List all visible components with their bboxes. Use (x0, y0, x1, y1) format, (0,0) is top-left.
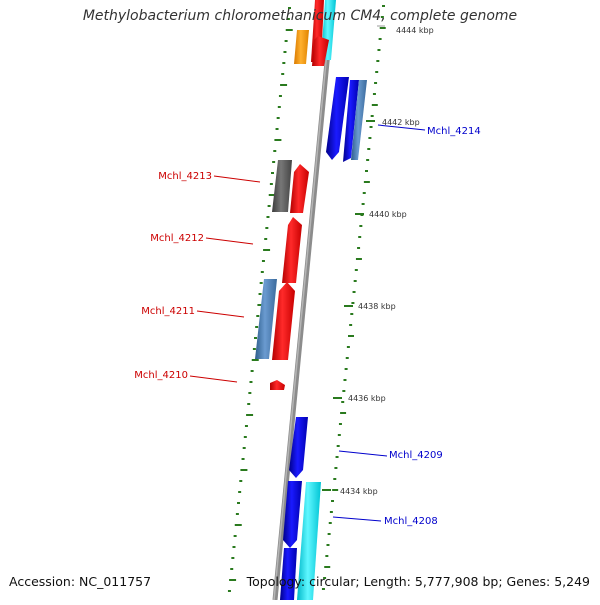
gene-arrow-mchl-4214-b[interactable] (343, 80, 359, 162)
gene-labels: Mchl_4214 Mchl_4213 Mchl_4212 Mchl_4211 … (134, 126, 480, 527)
gene-arrow-mchl-4212[interactable] (282, 217, 302, 283)
gene-arrow-mchl-4210[interactable] (270, 380, 285, 390)
map-title: Methylobacterium chloromethanicum CM4, c… (82, 8, 518, 24)
gene-arrow-mchl-4214-a[interactable] (326, 77, 349, 160)
scale-label: 4434 kbp (340, 487, 378, 496)
gene-arrow-orange[interactable] (294, 30, 309, 64)
gene-label-mchl-4213[interactable]: Mchl_4213 (158, 171, 212, 182)
gene-label-mchl-4214[interactable]: Mchl_4214 (427, 126, 481, 137)
gene-label-mchl-4211[interactable]: Mchl_4211 (141, 306, 195, 317)
leader-line-mchl-4210 (189, 375, 238, 383)
gene-arrow-blue-bottom[interactable] (280, 548, 297, 600)
genome-summary-text: Topology: circular; Length: 5,777,908 bp… (246, 574, 590, 589)
genome-backbone-highlight (273, 0, 333, 601)
gc-content-track (227, 5, 386, 592)
gene-arrow-mchl-4214-c[interactable] (351, 80, 367, 160)
scale-label: 4444 kbp (396, 26, 434, 35)
leader-line-mchl-4211 (196, 310, 245, 318)
gene-arrow-mchl-4211[interactable] (255, 279, 277, 359)
gene-arrow-red-upper[interactable] (312, 36, 329, 66)
accession-text: Accession: NC_011757 (9, 574, 152, 589)
gene-features (255, 0, 367, 600)
scale-label: 4442 kbp (382, 118, 420, 127)
gene-label-leaders (189, 124, 426, 522)
gene-label-mchl-4208[interactable]: Mchl_4208 (384, 516, 438, 527)
gene-label-mchl-4212[interactable]: Mchl_4212 (150, 233, 204, 244)
scale-label: 4438 kbp (358, 302, 396, 311)
leader-line-mchl-4214 (377, 124, 426, 131)
leader-line-mchl-4213 (213, 175, 261, 183)
leader-line-mchl-4208 (332, 516, 382, 522)
gene-arrow-mchl-4213[interactable] (272, 160, 292, 212)
gene-arrow-mchl-4208-cyan[interactable] (297, 482, 321, 600)
scale-ruler: 4444 kbp 4442 kbp 4440 kbp 4438 kbp 4436… (322, 25, 434, 496)
scale-label: 4436 kbp (348, 394, 386, 403)
gene-arrow-mchl-4211-b[interactable] (272, 282, 295, 360)
leader-line-mchl-4212 (205, 237, 254, 245)
gene-label-mchl-4210[interactable]: Mchl_4210 (134, 370, 188, 381)
gene-label-mchl-4209[interactable]: Mchl_4209 (389, 450, 443, 461)
gene-arrow-mchl-4208[interactable] (283, 481, 302, 548)
gene-arrow-mchl-4209[interactable] (289, 417, 308, 478)
scale-label: 4440 kbp (369, 210, 407, 219)
leader-line-mchl-4209 (338, 450, 388, 457)
genome-backbone (272, 0, 336, 601)
gene-arrow-mchl-4213-b[interactable] (290, 164, 309, 213)
